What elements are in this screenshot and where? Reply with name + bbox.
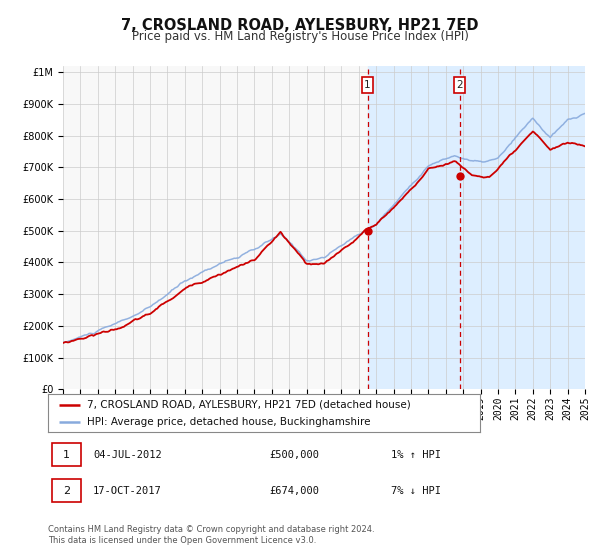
Text: 7, CROSLAND ROAD, AYLESBURY, HP21 7ED (detached house): 7, CROSLAND ROAD, AYLESBURY, HP21 7ED (d… xyxy=(87,400,410,410)
Text: HPI: Average price, detached house, Buckinghamshire: HPI: Average price, detached house, Buck… xyxy=(87,417,370,427)
Text: Price paid vs. HM Land Registry's House Price Index (HPI): Price paid vs. HM Land Registry's House … xyxy=(131,30,469,44)
FancyBboxPatch shape xyxy=(52,443,81,466)
Text: £500,000: £500,000 xyxy=(270,450,320,460)
Text: 7% ↓ HPI: 7% ↓ HPI xyxy=(391,486,441,496)
Text: £674,000: £674,000 xyxy=(270,486,320,496)
Text: 1: 1 xyxy=(364,80,371,90)
Text: 2: 2 xyxy=(63,486,70,496)
Text: 7, CROSLAND ROAD, AYLESBURY, HP21 7ED: 7, CROSLAND ROAD, AYLESBURY, HP21 7ED xyxy=(121,18,479,32)
Bar xyxy=(367,66,600,389)
Text: 1% ↑ HPI: 1% ↑ HPI xyxy=(391,450,441,460)
Text: 2: 2 xyxy=(456,80,463,90)
Text: 17-OCT-2017: 17-OCT-2017 xyxy=(93,486,161,496)
Text: Contains HM Land Registry data © Crown copyright and database right 2024.
This d: Contains HM Land Registry data © Crown c… xyxy=(48,525,374,545)
Text: 1: 1 xyxy=(63,450,70,460)
FancyBboxPatch shape xyxy=(52,479,81,502)
Text: 04-JUL-2012: 04-JUL-2012 xyxy=(93,450,161,460)
